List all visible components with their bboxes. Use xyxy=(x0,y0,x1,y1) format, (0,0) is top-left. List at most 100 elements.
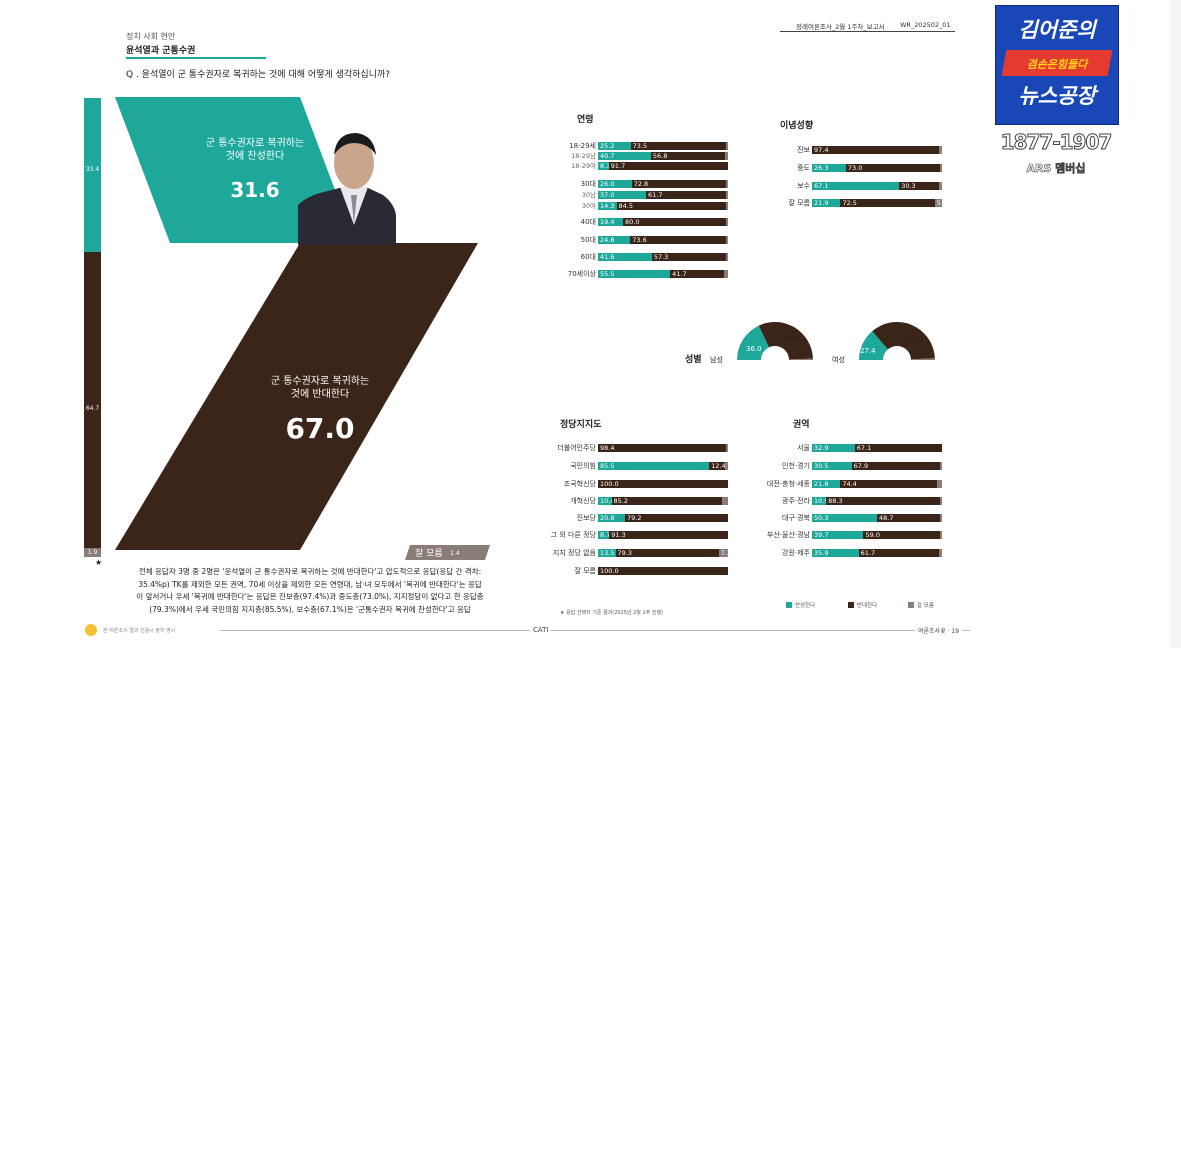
ars-membership: ARS 멤버십 xyxy=(1026,162,1086,176)
side-value-agree: 33.4 xyxy=(85,166,100,173)
region-oppose-segment: 48.7 xyxy=(877,514,940,522)
footer-rule xyxy=(220,630,970,631)
age-row-label: 60대 xyxy=(580,253,596,261)
star-mark: ★ xyxy=(95,558,103,567)
age-row-label: 18-29남 xyxy=(571,152,596,160)
ideology-agree-segment: 21.9 xyxy=(812,199,841,207)
region-row-bar: 50.3 48.7 xyxy=(812,514,942,522)
party-dk-segment: 7.2 xyxy=(718,549,731,557)
ideology-row-label: 보수 xyxy=(797,182,810,190)
party-agree-segment: 8.7 xyxy=(598,531,611,539)
topic-underline xyxy=(126,57,266,59)
female-agree-value: 27.4 xyxy=(860,347,876,355)
party-row-bar: 100.0 xyxy=(598,480,728,488)
age-dk-segment xyxy=(726,218,728,226)
region-agree-segment: 39.7 xyxy=(812,531,864,539)
age-agree-segment: 37.0 xyxy=(598,191,646,199)
donut-dontknow-arc xyxy=(788,358,813,360)
age-row-bar: 40.7 56.8 xyxy=(598,152,728,160)
region-row-bar: 39.7 59.0 xyxy=(812,531,942,539)
region-row-bar: 10.9 88.3 xyxy=(812,497,942,505)
footer-right: 여론조사꽃 · 19 xyxy=(915,626,962,635)
ideology-dk-segment: 5.6 xyxy=(934,199,948,207)
oppose-parallelogram xyxy=(115,243,478,550)
party-row-bar: 8.7 91.3 xyxy=(598,531,728,539)
region-agree-segment: 10.9 xyxy=(812,497,829,505)
age-row-label: 30여 xyxy=(581,202,596,210)
party-dk-segment xyxy=(722,497,728,505)
region-row-label: 서울 xyxy=(797,444,810,452)
age-row-bar: 24.8 73.6 xyxy=(598,236,728,244)
party-oppose-segment: 79.3 xyxy=(615,549,719,557)
age-oppose-segment: 80.0 xyxy=(623,218,726,226)
age-oppose-segment: 56.8 xyxy=(650,152,725,160)
legend-dontknow: 잘 모름 xyxy=(917,603,934,609)
ideology-row-label: 잘 모름 xyxy=(788,199,810,207)
party-row-bar: 20.8 79.2 xyxy=(598,514,728,522)
age-dk-segment xyxy=(726,180,728,188)
age-dk-segment xyxy=(726,253,728,261)
region-oppose-segment: 67.1 xyxy=(854,444,942,452)
ideology-agree-segment: 67.1 xyxy=(812,182,900,190)
dontknow-label: 잘 모름 xyxy=(415,549,443,559)
video-edge xyxy=(1170,0,1181,648)
party-row-bar: 13.5 79.3 7.2 xyxy=(598,549,731,557)
region-dk-segment xyxy=(940,531,942,539)
logo-line-3: 뉴스공장 xyxy=(1018,84,1096,108)
ideology-row-bar: 67.1 30.3 xyxy=(812,182,942,190)
party-agree-segment: 20.8 xyxy=(598,514,626,522)
region-row-label: 강원·제주 xyxy=(782,549,810,557)
region-row-label: 대구·경북 xyxy=(782,514,810,522)
donut-dontknow-arc xyxy=(910,358,935,360)
donut-oppose-arc xyxy=(872,322,935,360)
side-value-dontknow: 1.9 xyxy=(87,549,98,556)
male-oppose-value: 62.8 xyxy=(785,335,801,343)
region-dk-segment xyxy=(937,480,942,488)
age-row-bar: 8.3 91.7 xyxy=(598,162,728,170)
age-agree-segment: 8.3 xyxy=(598,162,611,170)
dontknow-value: 1.4 xyxy=(450,550,460,557)
female-oppose-value: 71.1 xyxy=(908,335,924,343)
legend-agree: 찬성한다 xyxy=(795,603,816,609)
age-dk-segment xyxy=(724,270,728,278)
donut-agree-arc xyxy=(737,325,770,360)
party-agree-segment: 13.5 xyxy=(598,549,616,557)
party-row-label: 잘 모름 xyxy=(574,567,596,575)
side-bar-dontknow xyxy=(84,548,101,557)
agree-parallelogram xyxy=(115,97,355,243)
region-agree-segment: 21.8 xyxy=(812,480,841,488)
age-row-bar: 14.3 84.5 xyxy=(598,202,728,210)
age-row-bar: 26.0 72.8 xyxy=(598,180,728,188)
age-dk-segment xyxy=(724,152,728,160)
region-agree-segment: 35.9 xyxy=(812,549,859,557)
ideology-row-bar: 97.4 xyxy=(812,146,942,154)
age-oppose-segment: 84.5 xyxy=(616,202,726,210)
party-oppose-segment: 85.2 xyxy=(611,497,723,505)
region-row-label: 부산·울산·경남 xyxy=(766,531,810,539)
party-dk-segment xyxy=(725,444,728,452)
region-row-bar: 35.9 61.7 xyxy=(812,549,942,557)
party-row-label: 지지 정당 없음 xyxy=(552,549,596,557)
legend-agree-swatch xyxy=(786,602,792,608)
ideology-oppose-segment: 72.5 xyxy=(840,199,935,207)
side-value-oppose: 64.7 xyxy=(85,405,100,412)
region-title: 권역 xyxy=(793,420,810,430)
oppose-label: 군 통수권자로 복귀하는 것에 반대한다 xyxy=(270,376,370,400)
ideology-dk-segment xyxy=(938,182,942,190)
party-row-bar: 98.4 xyxy=(598,444,728,452)
region-oppose-segment: 74.4 xyxy=(840,480,938,488)
side-bar-agree xyxy=(84,98,101,252)
report-title: 정례여론조사_2월 1주차_보고서 xyxy=(796,23,885,31)
agree-label: 군 통수권자로 복귀하는 것에 찬성한다 xyxy=(205,138,305,162)
ideology-dk-segment xyxy=(938,146,942,154)
age-row-label: 30남 xyxy=(581,191,596,199)
age-row-bar: 41.6 57.3 xyxy=(598,253,728,261)
female-label: 여성 xyxy=(832,356,845,364)
party-agree-segment: 10.4 xyxy=(598,497,615,505)
party-oppose-segment: 91.3 xyxy=(609,531,728,539)
region-agree-segment: 32.9 xyxy=(812,444,855,452)
age-row-label: 18-29세 xyxy=(569,142,596,150)
age-oppose-segment: 73.6 xyxy=(630,236,726,244)
male-donut: 36.0 62.8 xyxy=(737,322,813,360)
region-oppose-segment: 67.9 xyxy=(851,462,940,470)
